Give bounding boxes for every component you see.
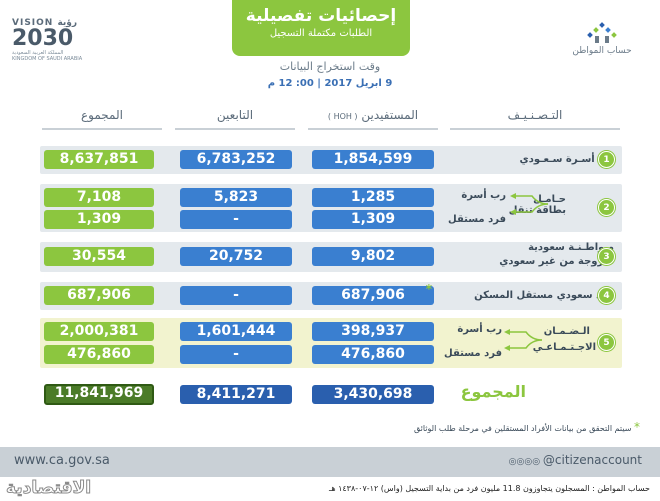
source-strip [0, 478, 660, 501]
row-5a-beneficiaries: 398,937 [312, 322, 434, 341]
citizen-account-logo: حساب المواطن [564, 22, 640, 68]
row-5-label: الـضـمـان [543, 326, 590, 337]
header-category: التـصـنـيـف [450, 108, 620, 130]
footnote-star: * [634, 420, 640, 434]
grand-total: 11,841,969 [44, 384, 154, 405]
row-3-label: مـواطـنـة سعودية [528, 242, 614, 253]
vision-line2: 2030 [12, 26, 74, 51]
row-4-label: فرد سعودي مستقل المسكن [474, 290, 614, 301]
total-beneficiaries: 3,430,698 [312, 385, 434, 404]
header-beneficiaries-text: المستفيدين [361, 108, 419, 122]
row-2a-total: 7,108 [44, 188, 154, 207]
footnote: * سيتم التحقق من بيانات الأفراد المستقلي… [200, 420, 640, 434]
row-2b-total: 1,309 [44, 210, 154, 229]
row-5b-dependents: - [180, 345, 292, 364]
row-1-label: رب أسـرة سـعـودي [519, 154, 614, 165]
row-2a-beneficiaries: 1,285 [312, 188, 434, 207]
row-4-number: 4 [598, 287, 615, 304]
row-5b-beneficiaries: 476,860 [312, 345, 434, 364]
row-5a-total: 2,000,381 [44, 322, 154, 341]
row-2a-dependents: 5,823 [180, 188, 292, 207]
row-2-label: حـامـل بطاقة تنقل [508, 194, 566, 216]
row-1-number: 1 [598, 151, 615, 168]
row-2a-label: رب أسرة [461, 190, 506, 201]
row-4-dependents: - [180, 286, 292, 305]
footnote-text: سيتم التحقق من بيانات الأفراد المستقلين … [413, 424, 632, 433]
row-1-dependents: 6,783,252 [180, 150, 292, 169]
row-5-label2: الاجـتـمـاعـي [532, 342, 596, 353]
website-link[interactable]: www.ca.gov.sa [14, 453, 110, 468]
row-5a-label: رب أسرة [457, 324, 502, 335]
header-category-text: التـصـنـيـف [507, 108, 563, 122]
row-3-total: 30,554 [44, 247, 154, 266]
header-dependents: التابعين [175, 108, 295, 130]
logo-text: حساب المواطن [572, 46, 632, 56]
header-total: المجموع [42, 108, 162, 130]
page-subtitle: الطلبات مكتملة التسجيل [269, 28, 373, 39]
house-icon [587, 22, 617, 43]
row-1-beneficiaries: 1,854,599 [312, 150, 434, 169]
row-2b-beneficiaries: 1,309 [312, 210, 434, 229]
brand-logo: الاقتصادية [5, 478, 92, 499]
row-3-beneficiaries: 9,802 [312, 247, 434, 266]
page-title: إحصائيات تفصيلية [245, 6, 397, 26]
row-3-dependents: 20,752 [180, 247, 292, 266]
row-4-star: * [425, 282, 432, 296]
source-caption: حساب المواطن : المسجلون يتجاوزون 11.8 مل… [328, 484, 650, 493]
split-arrow-icon [504, 329, 543, 351]
row-5b-total: 476,860 [44, 345, 154, 364]
social-handle-text: @citizenaccount [542, 453, 642, 467]
social-handle: ◎◎◎◎ @citizenaccount [509, 453, 642, 467]
split-arrow-icon [510, 193, 549, 215]
header-dependents-text: التابعين [216, 108, 254, 122]
extract-label: وقت استخراج البيانات [279, 60, 381, 73]
row-2b-dependents: - [180, 210, 292, 229]
row-5a-dependents: 1,601,444 [180, 322, 292, 341]
row-3-label2: متزوجة من غير سعودي [499, 256, 614, 267]
title-banner: إحصائيات تفصيلية الطلبات مكتملة التسجيل [232, 0, 410, 56]
footer-bar [0, 447, 660, 477]
header-total-text: المجموع [81, 108, 123, 122]
row-3-number: 3 [598, 248, 615, 265]
row-1-total: 8,637,851 [44, 150, 154, 169]
total-dependents: 8,411,271 [180, 385, 292, 404]
vision-line3: المملكة العربية السعودية [12, 50, 64, 56]
row-5b-label: فرد مستقل [444, 348, 502, 359]
row-2-number: 2 [598, 199, 615, 216]
total-label: المجموع [460, 382, 526, 401]
row-4-beneficiaries: 687,906 [312, 286, 434, 305]
social-icons: ◎◎◎◎ [508, 457, 543, 467]
vision-2030-logo: VISION رؤية 2030 المملكة العربية السعودي… [12, 18, 122, 74]
row-5-number: 5 [598, 334, 615, 351]
header-beneficiaries: المستفيدين ( HOH ) [308, 108, 438, 130]
row-4-total: 687,906 [44, 286, 154, 305]
extract-time: 9 ابريل 2017 | 00: 12 م [267, 78, 393, 89]
row-2b-label: فرد مستقل [448, 214, 506, 225]
vision-line1: VISION رؤية [12, 18, 78, 28]
vision-line4: KINGDOM OF SAUDI ARABIA [12, 56, 83, 62]
header-beneficiaries-note: ( HOH ) [327, 112, 358, 121]
